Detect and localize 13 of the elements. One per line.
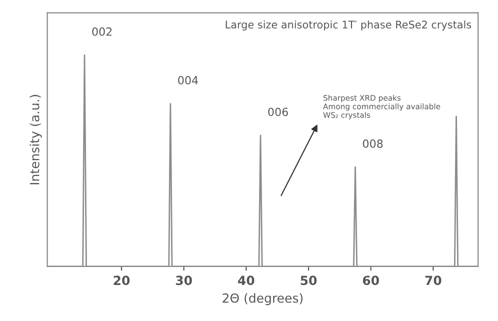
x-tick-label: 70	[425, 276, 442, 286]
annotation: 002	[92, 27, 112, 36]
x-tick-label: 20	[114, 276, 130, 286]
annotation: 004	[178, 76, 198, 84]
y-axis-title: Intensity (a.u.)	[30, 94, 42, 184]
annotation: 008	[362, 139, 383, 148]
chart-title: Large size anisotropic 1T′ phase ReSe2 crystals	[226, 20, 472, 31]
x-tick-label: 50	[300, 276, 317, 286]
x-axis-title: 2Θ (degrees)	[222, 293, 303, 306]
x-tick-label: 40	[238, 276, 254, 286]
annotation: 006	[268, 108, 288, 116]
x-tick-label: 30	[176, 276, 192, 286]
x-tick-label: 60	[362, 276, 379, 286]
